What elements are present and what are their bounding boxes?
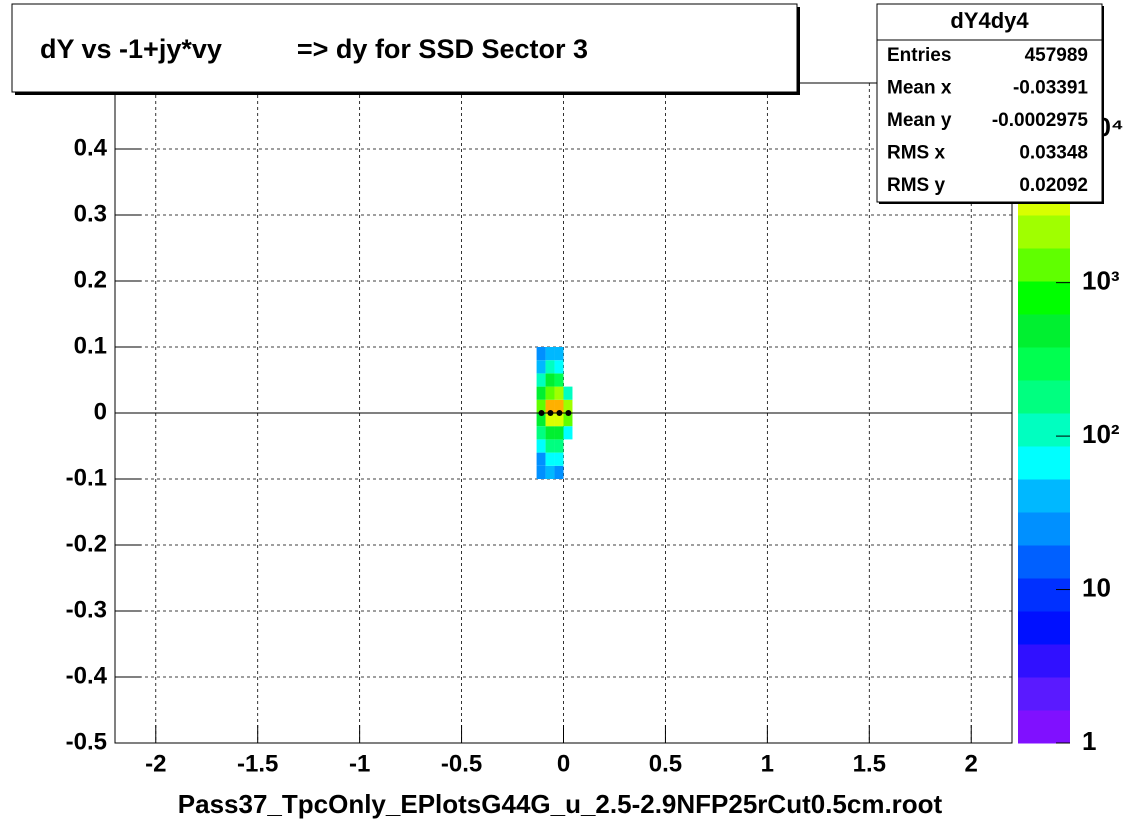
heatmap-cell bbox=[563, 426, 573, 440]
x-tick-label: -2 bbox=[145, 750, 166, 777]
stats-value: 457989 bbox=[1025, 45, 1088, 66]
colorbar-band bbox=[1018, 281, 1070, 315]
x-tick-label: 0 bbox=[557, 750, 570, 777]
colorbar-tick-label: 10² bbox=[1082, 419, 1120, 449]
colorbar-band bbox=[1018, 380, 1070, 414]
stats-value: 0.02092 bbox=[1019, 175, 1088, 196]
heatmap-cell bbox=[536, 452, 546, 466]
colorbar-tick-label: 10 bbox=[1082, 572, 1111, 602]
stats-label: RMS y bbox=[887, 175, 946, 196]
profile-point bbox=[556, 410, 563, 416]
heatmap-cell bbox=[536, 426, 546, 440]
stats-title: dY4dy4 bbox=[950, 8, 1029, 33]
stats-label: Entries bbox=[887, 45, 951, 66]
heatmap-cell bbox=[554, 452, 564, 466]
colorbar-band bbox=[1018, 479, 1070, 513]
heatmap-cell bbox=[554, 426, 564, 440]
y-tick-label: 0 bbox=[94, 398, 107, 425]
heatmap-cell bbox=[554, 373, 564, 387]
stats-label: RMS x bbox=[887, 143, 946, 164]
colorbar-tick-label: 1 bbox=[1082, 726, 1096, 756]
heatmap-cell bbox=[536, 347, 546, 361]
x-tick-label: 1.5 bbox=[853, 750, 886, 777]
x-tick-label: 0.5 bbox=[649, 750, 682, 777]
heatmap-cell bbox=[563, 399, 573, 413]
heatmap-cell bbox=[545, 360, 555, 374]
stats-label: Mean x bbox=[887, 78, 952, 99]
stats-value: -0.0002975 bbox=[992, 110, 1089, 131]
colorbar-band bbox=[1018, 446, 1070, 480]
heatmap-cell bbox=[545, 452, 555, 466]
colorbar-band bbox=[1018, 413, 1070, 447]
heatmap-cell bbox=[545, 439, 555, 453]
profile-point bbox=[565, 410, 572, 416]
y-tick-label: -0.2 bbox=[66, 530, 107, 557]
colorbar-band bbox=[1018, 578, 1070, 612]
heatmap-cell bbox=[545, 413, 555, 427]
x-tick-label: -0.5 bbox=[441, 750, 482, 777]
stats-label: Mean y bbox=[887, 110, 952, 131]
colorbar-band bbox=[1018, 512, 1070, 546]
heatmap-cell bbox=[545, 426, 555, 440]
heatmap-cell bbox=[563, 413, 573, 427]
y-tick-label: 0.4 bbox=[74, 134, 108, 161]
heatmap-cell bbox=[536, 373, 546, 387]
heatmap-cell bbox=[554, 439, 564, 453]
profile-point bbox=[547, 410, 554, 416]
y-tick-label: 0.3 bbox=[74, 200, 107, 227]
colorbar-tick-label: 10³ bbox=[1082, 266, 1120, 296]
x-tick-label: -1.5 bbox=[237, 750, 278, 777]
colorbar-band bbox=[1018, 644, 1070, 678]
heatmap-cell bbox=[536, 413, 546, 427]
colorbar-band bbox=[1018, 347, 1070, 381]
heatmap-cell bbox=[536, 439, 546, 453]
y-tick-label: 0.2 bbox=[74, 266, 107, 293]
heatmap-cell bbox=[545, 399, 555, 413]
heatmap-cell bbox=[536, 399, 546, 413]
y-tick-label: 0.1 bbox=[74, 332, 107, 359]
heatmap-cell bbox=[554, 399, 564, 413]
heatmap-cell bbox=[554, 465, 564, 479]
colorbar-band bbox=[1018, 314, 1070, 348]
x-tick-label: 2 bbox=[965, 750, 978, 777]
colorbar-band bbox=[1018, 710, 1070, 744]
heatmap-cell bbox=[554, 347, 564, 361]
colorbar-band bbox=[1018, 545, 1070, 579]
heatmap-cell bbox=[536, 386, 546, 400]
profile-point bbox=[538, 410, 545, 416]
x-axis-label: Pass37_TpcOnly_EPlotsG44G_u_2.5-2.9NFP25… bbox=[178, 789, 943, 819]
stats-box bbox=[876, 3, 1103, 203]
colorbar-band bbox=[1018, 215, 1070, 249]
chart-title: dY vs -1+jy*vy => dy for SSD Sector 3 bbox=[40, 34, 588, 64]
heatmap-cell bbox=[563, 386, 573, 400]
stats-value: 0.03348 bbox=[1019, 143, 1088, 164]
x-tick-label: 1 bbox=[761, 750, 774, 777]
y-tick-label: -0.1 bbox=[66, 464, 107, 491]
y-tick-label: -0.4 bbox=[66, 662, 108, 689]
heatmap-cell bbox=[554, 413, 564, 427]
colorbar-band bbox=[1018, 248, 1070, 282]
colorbar-band bbox=[1018, 611, 1070, 645]
heatmap-cell bbox=[545, 373, 555, 387]
colorbar-band bbox=[1018, 677, 1070, 711]
heatmap-cell bbox=[554, 360, 564, 374]
y-tick-label: -0.5 bbox=[66, 728, 107, 755]
heatmap-cell bbox=[545, 386, 555, 400]
title-box bbox=[11, 3, 798, 93]
heatmap-cell bbox=[536, 465, 546, 479]
heatmap-cell bbox=[536, 360, 546, 374]
heatmap-cell bbox=[545, 347, 555, 361]
heatmap-cell bbox=[545, 465, 555, 479]
stats-value: -0.03391 bbox=[1013, 78, 1088, 99]
y-tick-label: -0.3 bbox=[66, 596, 107, 623]
heatmap-cell bbox=[554, 386, 564, 400]
x-tick-label: -1 bbox=[349, 750, 370, 777]
